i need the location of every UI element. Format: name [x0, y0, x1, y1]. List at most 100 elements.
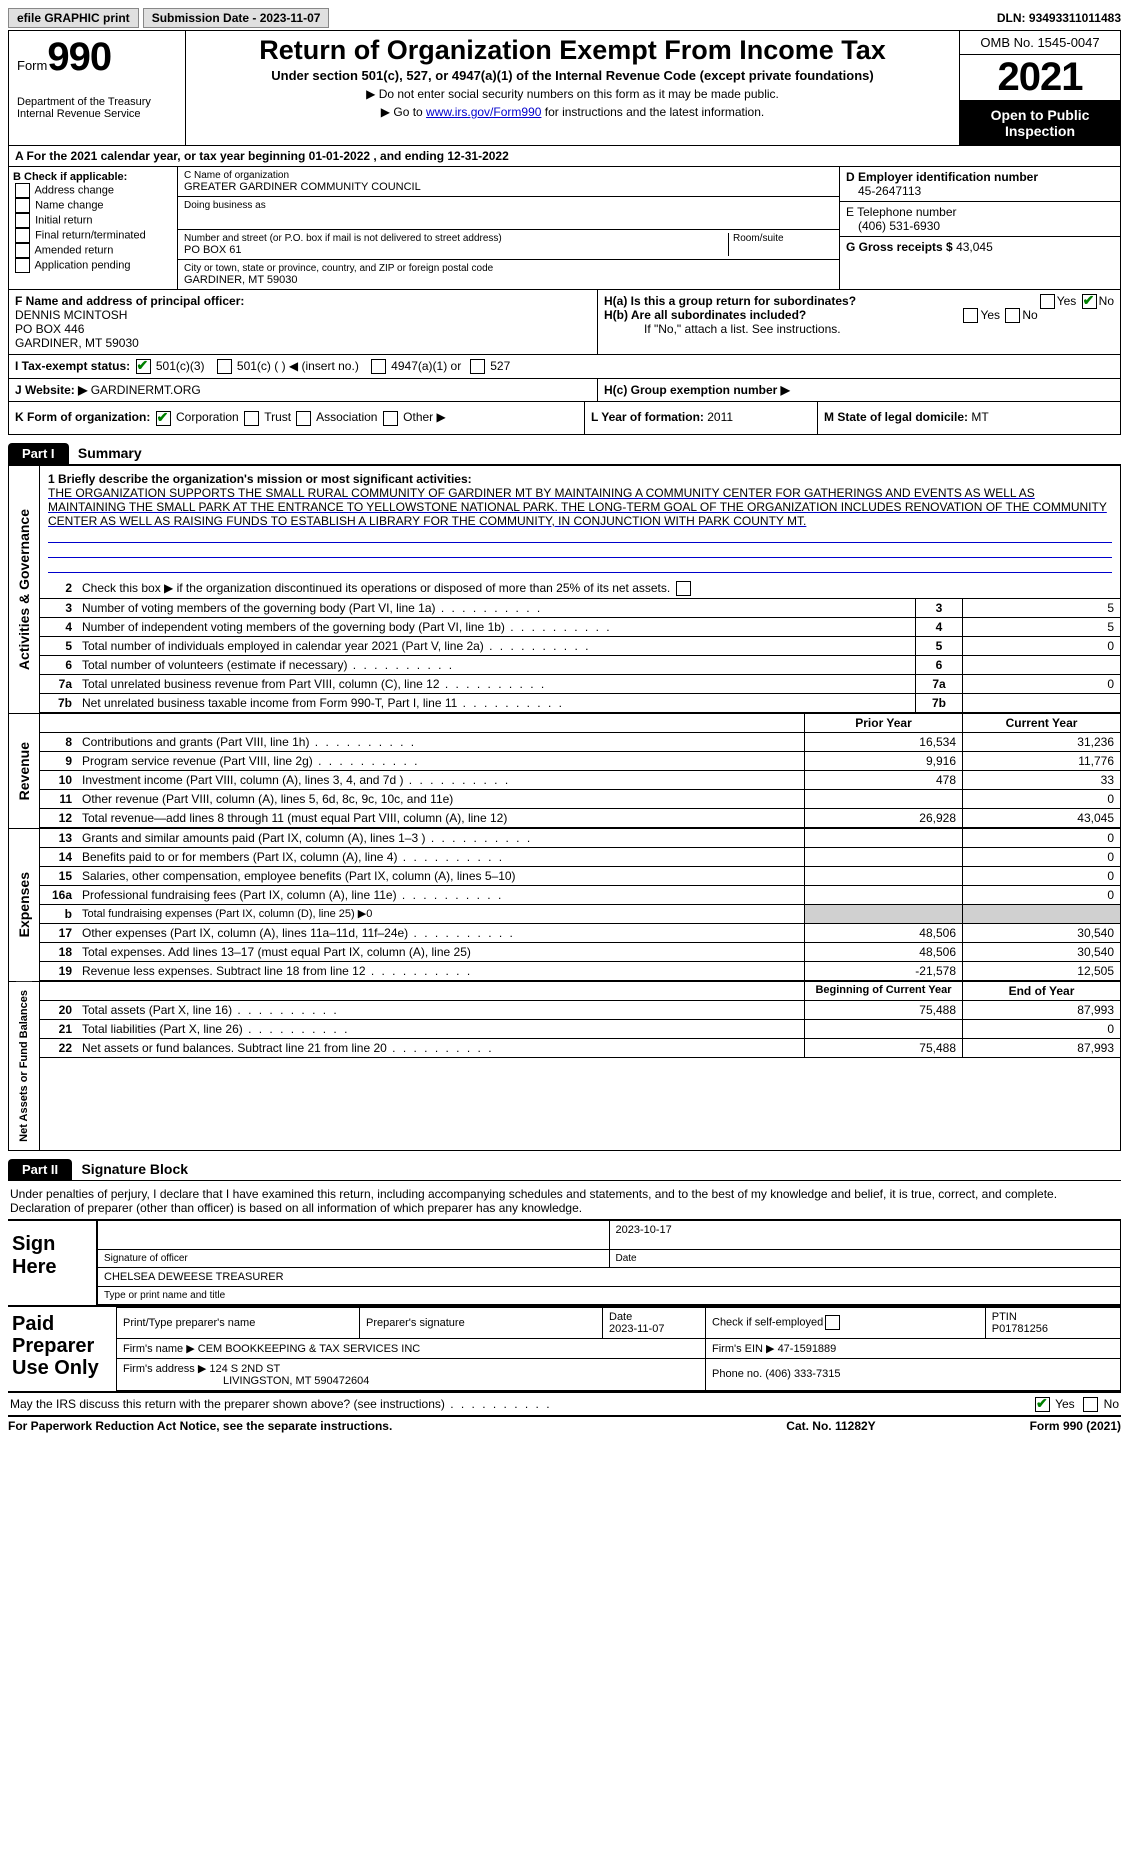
sect-exp: Expenses 13Grants and similar amounts pa… — [8, 829, 1121, 982]
self-emp: Check if self-employed — [712, 1317, 823, 1329]
org-name: GREATER GARDINER COMMUNITY COUNCIL — [184, 181, 833, 193]
may-text: May the IRS discuss this return with the… — [10, 1397, 552, 1411]
hc: H(c) Group exemption number ▶ — [604, 383, 790, 397]
cb-pending[interactable] — [15, 258, 30, 273]
line-a: A For the 2021 calendar year, or tax yea… — [8, 146, 1121, 167]
subdate-btn[interactable]: Submission Date - 2023-11-07 — [143, 8, 330, 28]
side-net: Net Assets or Fund Balances — [16, 982, 32, 1150]
c15: 0 — [963, 866, 1121, 885]
l-label: L Year of formation: — [591, 410, 707, 424]
col-b: B Check if applicable: Address change Na… — [9, 167, 178, 289]
ha-yes[interactable] — [1040, 294, 1055, 309]
cb-selfemp[interactable] — [825, 1315, 840, 1330]
officer-addr2: GARDINER, MT 59030 — [15, 336, 139, 350]
v7a: 0 — [963, 674, 1121, 693]
cb-l2[interactable] — [676, 581, 691, 596]
tax-year: 2021 — [960, 55, 1120, 101]
prep-date: 2023-11-07 — [609, 1323, 664, 1335]
foot-m: Cat. No. 11282Y — [761, 1419, 901, 1433]
ptin: P01781256 — [992, 1323, 1048, 1335]
form-header: Form990 Department of the Treasury Inter… — [8, 30, 1121, 146]
l5: Total number of individuals employed in … — [76, 636, 916, 655]
firm-phone: (406) 333-7315 — [765, 1368, 840, 1380]
row-klm: K Form of organization: Corporation Trus… — [8, 402, 1121, 434]
c14: 0 — [963, 847, 1121, 866]
hb-no[interactable] — [1005, 308, 1020, 323]
l21: Total liabilities (Part X, line 26) — [76, 1019, 805, 1038]
sig-block: Under penalties of perjury, I declare th… — [8, 1183, 1121, 1417]
irs-link[interactable]: www.irs.gov/Form990 — [426, 105, 541, 119]
l7a: Total unrelated business revenue from Pa… — [76, 674, 916, 693]
e21: 0 — [963, 1019, 1121, 1038]
j-label: J Website: ▶ — [15, 383, 87, 397]
l22: Net assets or fund balances. Subtract li… — [76, 1038, 805, 1057]
cb-501c[interactable] — [217, 359, 232, 374]
city-label: City or town, state or province, country… — [184, 263, 833, 274]
street: PO BOX 61 — [184, 244, 728, 256]
may-yes[interactable] — [1035, 1397, 1050, 1412]
typ-label: Type or print name and title — [98, 1287, 1121, 1305]
col-c: C Name of organizationGREATER GARDINER C… — [178, 167, 840, 289]
p12: 26,928 — [805, 808, 963, 827]
c19: 12,505 — [963, 961, 1121, 980]
cb-initial[interactable] — [15, 213, 30, 228]
cb-address[interactable] — [15, 183, 30, 198]
b-label: B Check if applicable: — [13, 171, 127, 183]
rev-table: Prior YearCurrent Year 8Contributions an… — [40, 714, 1120, 828]
l11: Other revenue (Part VIII, column (A), li… — [76, 789, 805, 808]
l20: Total assets (Part X, line 16) — [76, 1000, 805, 1019]
part2-bar: Part II Signature Block — [8, 1151, 1121, 1181]
ha-no[interactable] — [1082, 294, 1097, 309]
sign-here: Sign Here — [8, 1221, 96, 1305]
cb-4947[interactable] — [371, 359, 386, 374]
officer-sign-name: CHELSEA DEWEESE TREASURER — [98, 1268, 1121, 1287]
row-jhc: J Website: ▶ GARDINERMT.ORG H(c) Group e… — [8, 379, 1121, 402]
ein-label: D Employer identification number — [846, 170, 1038, 184]
p17: 48,506 — [805, 923, 963, 942]
hb-note: If "No," attach a list. See instructions… — [604, 322, 1114, 336]
cb-501c3[interactable] — [136, 359, 151, 374]
cb-final[interactable] — [15, 228, 30, 243]
mission-lead: 1 Briefly describe the organization's mi… — [48, 472, 472, 486]
note1: ▶ Do not enter social security numbers o… — [190, 87, 955, 101]
hc: Current Year — [963, 714, 1121, 733]
phone-label2: Phone no. — [712, 1368, 762, 1380]
year-formed: 2011 — [707, 410, 733, 424]
cb-527[interactable] — [470, 359, 485, 374]
may-no[interactable] — [1083, 1397, 1098, 1412]
sect-net: Net Assets or Fund Balances Beginning of… — [8, 982, 1121, 1151]
dln: DLN: 93493311011483 — [997, 11, 1121, 25]
sect-gov: Activities & Governance 1 Briefly descri… — [8, 466, 1121, 714]
cb-amended[interactable] — [15, 243, 30, 258]
c12: 43,045 — [963, 808, 1121, 827]
k-label: K Form of organization: — [15, 410, 150, 424]
b22: 75,488 — [805, 1038, 963, 1057]
cb-name[interactable] — [15, 198, 30, 213]
ha: H(a) Is this a group return for subordin… — [604, 294, 856, 308]
v3: 5 — [963, 598, 1121, 617]
l14: Benefits paid to or for members (Part IX… — [76, 847, 805, 866]
cb-corp[interactable] — [156, 411, 171, 426]
firm-name: CEM BOOKKEEPING & TAX SERVICES INC — [198, 1343, 421, 1355]
phone: (406) 531-6930 — [846, 219, 1114, 233]
cb-assn[interactable] — [296, 411, 311, 426]
p11 — [805, 789, 963, 808]
hb-yes[interactable] — [963, 308, 978, 323]
form-sub: Under section 501(c), 527, or 4947(a)(1)… — [190, 68, 955, 83]
c8: 31,236 — [963, 732, 1121, 751]
l18: Total expenses. Add lines 13–17 (must eq… — [76, 942, 805, 961]
exp-table: 13Grants and similar amounts paid (Part … — [40, 829, 1120, 981]
efile-btn[interactable]: efile GRAPHIC print — [8, 8, 139, 28]
cb-trust[interactable] — [244, 411, 259, 426]
omb: OMB No. 1545-0047 — [960, 31, 1120, 55]
firm-ein: 47-1591889 — [778, 1343, 837, 1355]
sigoff-label: Signature of officer — [98, 1250, 610, 1268]
c16a: 0 — [963, 885, 1121, 904]
footer: For Paperwork Reduction Act Notice, see … — [8, 1419, 1121, 1433]
v6 — [963, 655, 1121, 674]
mission: 1 Briefly describe the organization's mi… — [40, 466, 1120, 579]
dept: Department of the Treasury — [17, 96, 177, 108]
v7b — [963, 693, 1121, 712]
cb-other[interactable] — [383, 411, 398, 426]
he: End of Year — [963, 982, 1121, 1001]
